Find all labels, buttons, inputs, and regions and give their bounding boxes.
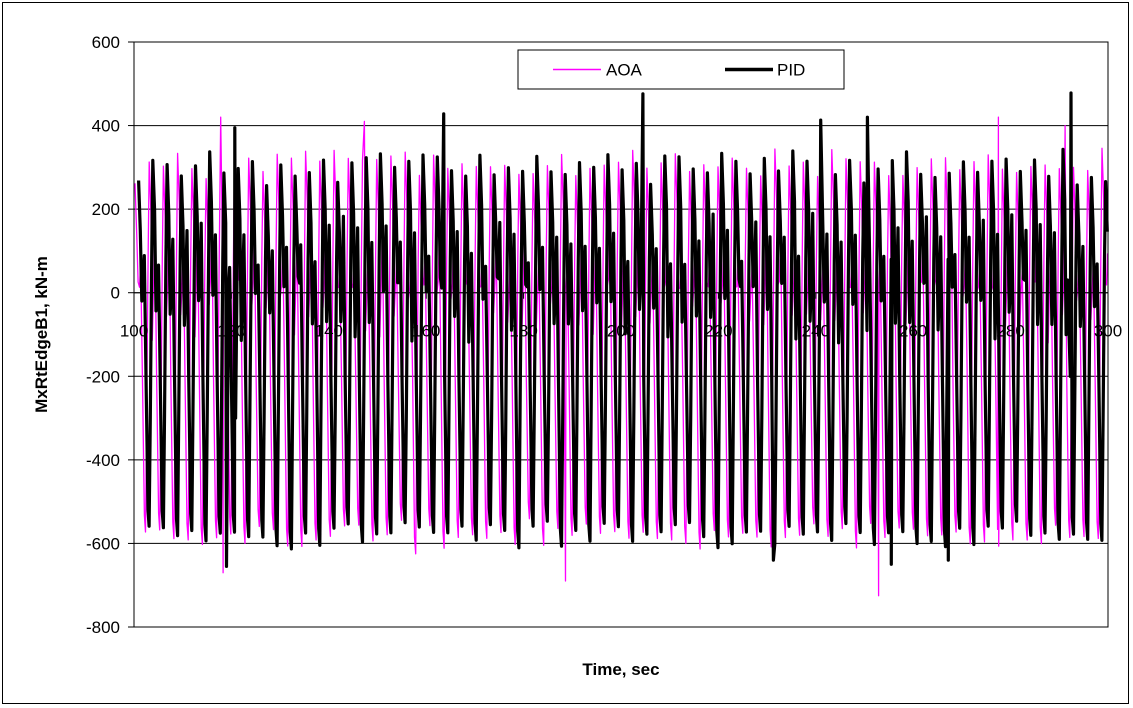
legend-label-pid: PID <box>777 61 805 80</box>
x-tick-label: 280 <box>996 322 1024 341</box>
series-line-pid <box>137 91 1109 568</box>
x-tick-label: 180 <box>509 322 537 341</box>
x-tick-label: 240 <box>802 322 830 341</box>
y-tick-label: 600 <box>92 33 120 52</box>
x-tick-label: 300 <box>1094 322 1122 341</box>
y-tick-label: -600 <box>86 534 120 553</box>
y-tick-label: 400 <box>92 117 120 136</box>
x-tick-label: 120 <box>217 322 245 341</box>
legend: AOA PID <box>517 49 845 90</box>
x-tick-label: 220 <box>704 322 732 341</box>
x-tick-label: 100 <box>120 322 148 341</box>
y-tick-label: 200 <box>92 200 120 219</box>
plot-area-border <box>133 41 1109 628</box>
x-tick-label: 140 <box>315 322 343 341</box>
y-tick-label: -400 <box>86 451 120 470</box>
x-axis-title: Time, sec <box>582 660 659 679</box>
x-tick-label: 260 <box>899 322 927 341</box>
y-tick-label: -200 <box>86 367 120 386</box>
series-layer <box>134 91 1109 597</box>
tick-labels: -800 -600 -400 -200 0 200 400 600 100 120 140 160 18… <box>86 33 1122 637</box>
x-tick-label: 200 <box>607 322 635 341</box>
axes <box>128 41 1109 628</box>
x-tick-label: 160 <box>412 322 440 341</box>
legend-label-aoa: AOA <box>606 61 643 80</box>
y-axis-title: MxRtEdgeB1, kN-m <box>32 256 51 413</box>
y-tick-label: -800 <box>86 618 120 637</box>
chart-svg: -800 -600 -400 -200 0 200 400 600 100 120 140 160 18… <box>32 33 1122 679</box>
y-tick-label: 0 <box>111 284 120 303</box>
